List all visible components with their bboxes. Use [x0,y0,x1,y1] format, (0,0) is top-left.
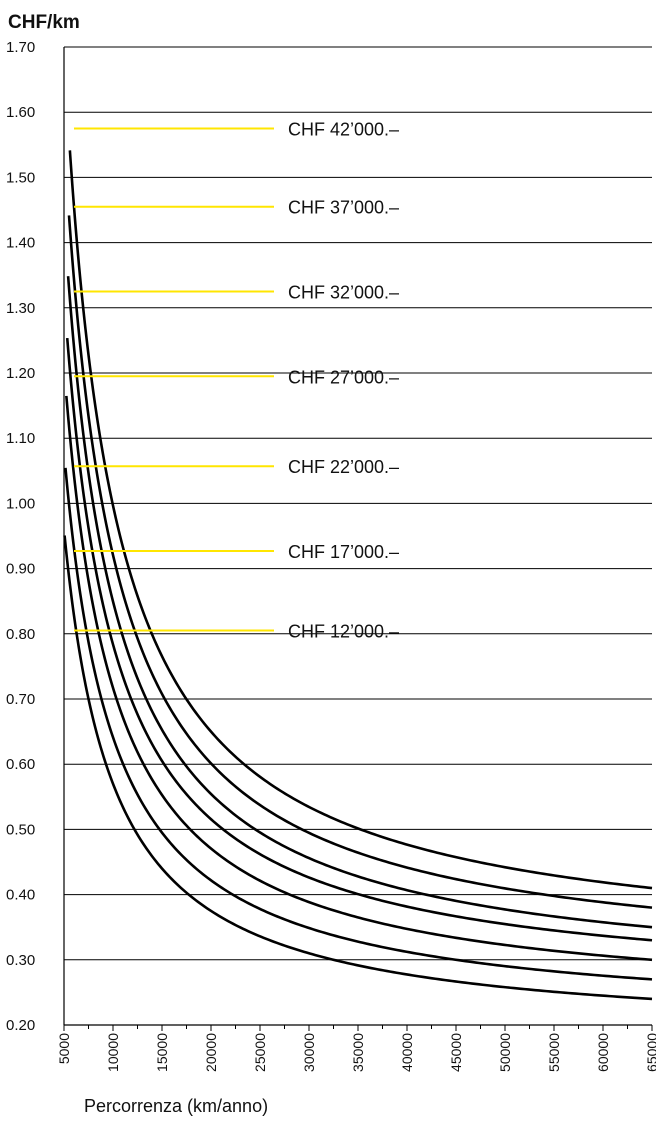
y-tick-label: 1.60 [6,104,35,121]
x-tick-label: 65000 [644,1033,656,1072]
y-tick-label: 1.00 [6,495,35,512]
y-axis-title: CHF/km [8,12,80,33]
annotation-label: CHF 12’000.– [288,622,399,642]
y-tick-label: 1.40 [6,235,35,252]
x-tick-label: 35000 [350,1033,366,1072]
gridlines [63,46,653,1031]
y-tick-label: 1.50 [6,169,35,186]
annotations: CHF 42’000.– CHF 37’000.– CHF 32’000.– CHF … [74,120,399,642]
x-tick-label: 55000 [546,1033,562,1072]
series-line [63,535,653,1001]
annotation-label: CHF 22’000.– [288,457,399,477]
x-tick-label: 20000 [203,1033,219,1072]
series-line [65,395,653,962]
series-line [67,215,653,909]
annotation-label: CHF 17’000.– [288,542,399,562]
series-line [68,150,653,890]
x-tick-label: 15000 [154,1033,170,1072]
x-tick-label: 45000 [448,1033,464,1072]
y-tick-label: 1.70 [6,39,35,56]
x-tick-label: 60000 [595,1033,611,1072]
y-tick-label: 0.90 [6,561,35,578]
y-tick-label: 0.50 [6,821,35,838]
x-axis-title: Percorrenza (km/anno) [84,1096,268,1116]
series-line [66,276,653,929]
y-tick-label: 0.80 [6,626,35,643]
annotation-label: CHF 42’000.– [288,120,399,140]
annotation-label: CHF 32’000.– [288,283,399,303]
series-line [64,467,653,981]
x-tick-label: 5000 [56,1033,72,1064]
y-tick-label: 0.30 [6,952,35,969]
y-tick-label: 0.60 [6,756,35,773]
y-tick-label: 1.10 [6,430,35,447]
curves [63,150,653,1001]
x-tick-label: 25000 [252,1033,268,1072]
annotation-label: CHF 27’000.– [288,367,399,387]
y-tick-label: 0.20 [6,1017,35,1034]
y-tick-label: 1.20 [6,365,35,382]
x-tick-label: 30000 [301,1033,317,1072]
y-tick-labels: 0.20 0.30 0.40 0.50 0.60 0.70 0.80 0.90 1.00 1.10… [6,39,35,1034]
x-tick-label: 10000 [105,1033,121,1072]
y-tick-label: 0.70 [6,691,35,708]
x-tick-label: 50000 [497,1033,513,1072]
series-line [65,337,653,942]
annotation-label: CHF 37’000.– [288,198,399,218]
y-tick-label: 1.30 [6,300,35,317]
x-tick-label: 40000 [399,1033,415,1072]
y-tick-label: 0.40 [6,887,35,904]
x-tick-labels: 5000 10000 15000 20000 25000 30000 35000 40000 4… [56,1033,656,1072]
